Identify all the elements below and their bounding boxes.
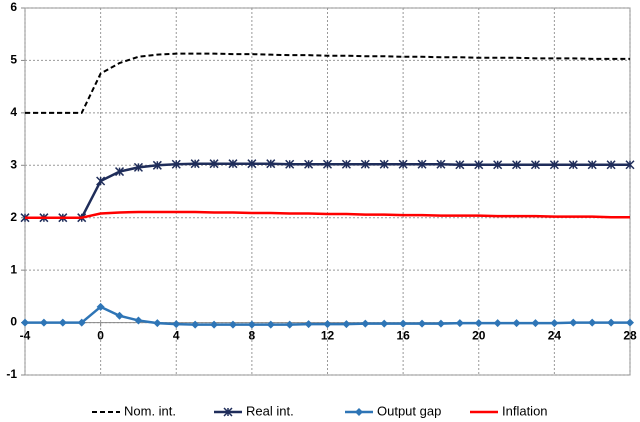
line [25, 210, 630, 219]
marker [625, 160, 635, 170]
legend-label: Real int. [246, 403, 294, 418]
marker [606, 160, 616, 170]
marker [96, 176, 106, 186]
marker [588, 318, 597, 327]
x-tick-label: 16 [396, 329, 410, 343]
marker [153, 319, 162, 328]
x-tick-label: 20 [472, 329, 486, 343]
marker [361, 319, 370, 328]
marker [266, 320, 275, 329]
marker [209, 159, 219, 169]
marker [474, 319, 483, 328]
marker [455, 160, 465, 170]
marker [379, 159, 389, 169]
marker [512, 160, 522, 170]
marker [115, 167, 125, 177]
marker [134, 316, 143, 325]
marker [152, 160, 162, 170]
marker [190, 159, 200, 169]
x-tick-label: -4 [20, 329, 31, 343]
marker [39, 318, 48, 327]
marker [115, 311, 124, 320]
marker [512, 319, 521, 328]
marker [493, 319, 502, 328]
y-tick-label: 1 [10, 262, 17, 276]
marker [398, 159, 408, 169]
marker [21, 318, 29, 327]
y-tick-label: 2 [10, 210, 17, 224]
legend-marker [355, 408, 363, 416]
y-tick-label: 4 [10, 105, 17, 119]
marker [455, 319, 464, 328]
marker [341, 159, 351, 169]
marker [417, 159, 427, 169]
legend-label: Inflation [502, 403, 548, 418]
x-tick-label: 28 [623, 329, 637, 343]
legend-label: Nom. int. [124, 403, 176, 418]
marker [96, 302, 105, 311]
marker [172, 320, 181, 329]
marker [191, 320, 200, 329]
marker [285, 320, 294, 329]
marker [626, 318, 634, 327]
marker [418, 319, 427, 328]
x-tick-label: 8 [249, 329, 256, 343]
marker [607, 318, 616, 327]
marker [550, 319, 559, 328]
legend-marker [223, 407, 233, 417]
marker [360, 159, 370, 169]
y-tick-label: 6 [10, 0, 17, 14]
marker [210, 320, 219, 329]
marker [436, 319, 445, 328]
plot-area [24, 7, 631, 376]
y-tick-label: 3 [10, 157, 17, 171]
marker [77, 318, 86, 327]
legend: Nom. int. Real int. Output gap Inflation [92, 403, 548, 418]
legend-label: Output gap [377, 403, 441, 418]
line [25, 52, 630, 114]
marker [569, 318, 578, 327]
y-tick-label: 5 [10, 53, 17, 67]
marker [285, 159, 295, 169]
y-tick-label: -1 [6, 367, 17, 381]
marker [58, 318, 67, 327]
marker [322, 159, 333, 169]
marker [568, 160, 578, 170]
marker [171, 159, 181, 169]
marker [304, 159, 314, 169]
marker [228, 320, 237, 329]
marker [474, 160, 484, 170]
marker [323, 320, 332, 329]
marker [587, 160, 597, 170]
marker [247, 320, 256, 329]
marker [228, 159, 238, 169]
marker [380, 319, 389, 328]
marker [549, 160, 559, 170]
marker [493, 160, 503, 170]
marker [266, 159, 276, 169]
marker [133, 162, 143, 172]
marker [247, 159, 257, 169]
y-tick-label: 0 [10, 315, 17, 329]
marker [436, 159, 446, 169]
x-tick-label: 0 [97, 329, 104, 343]
marker [531, 319, 540, 328]
x-tick-label: 12 [321, 329, 335, 343]
x-tick-label: 24 [548, 329, 562, 343]
marker [530, 160, 540, 170]
marker [304, 320, 313, 329]
x-tick-label: 4 [173, 329, 180, 343]
marker [342, 320, 351, 329]
marker [399, 319, 408, 328]
